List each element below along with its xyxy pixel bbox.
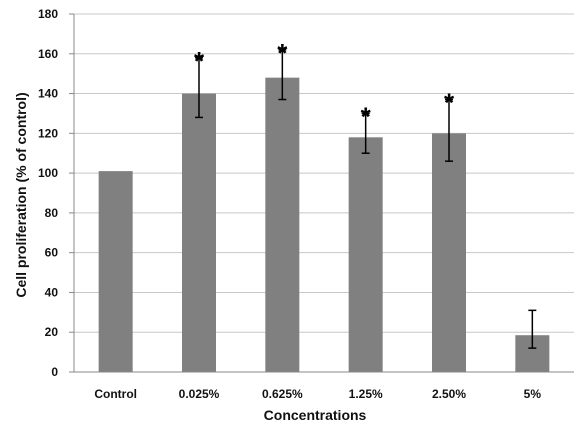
- bar: [265, 77, 300, 373]
- x-tick-label: 1.25%: [349, 387, 383, 401]
- y-tick-label: 60: [45, 246, 59, 260]
- bar: [182, 93, 216, 373]
- y-tick-label: 120: [38, 126, 58, 140]
- grid: [74, 13, 574, 333]
- significance-marker: *: [444, 88, 455, 118]
- y-tick-label: 160: [38, 47, 58, 61]
- significance-marker: *: [194, 46, 205, 76]
- x-tick-label: Control: [94, 387, 137, 401]
- bar: [432, 133, 466, 372]
- x-tick-label: 5%: [524, 387, 542, 401]
- significance-marker: *: [277, 38, 288, 68]
- bar: [98, 171, 133, 372]
- error-bars: [195, 49, 537, 349]
- x-tick-label: 0.025%: [179, 387, 220, 401]
- significance-marker: *: [361, 101, 372, 131]
- y-tick-label: 140: [38, 87, 58, 101]
- y-tick-label: 40: [45, 285, 59, 299]
- x-tick-label: 0.625%: [262, 387, 303, 401]
- bars: [98, 77, 550, 373]
- y-axis-title: Cell proliferation (% of control): [13, 92, 29, 297]
- x-axis-title: Concentrations: [264, 407, 367, 423]
- y-tick-label: 180: [38, 7, 58, 21]
- axes: [69, 13, 574, 373]
- x-tick-label: 2.50%: [432, 387, 466, 401]
- y-tick-label: 100: [38, 166, 58, 180]
- y-tick-label: 20: [45, 325, 59, 339]
- labels: 0 20 40 60 80 100 120 140 160 180 Control * 0.025% * 0…: [38, 7, 541, 401]
- bar: [348, 137, 383, 372]
- y-tick-label: 0: [51, 365, 58, 379]
- y-tick-label: 80: [45, 206, 59, 220]
